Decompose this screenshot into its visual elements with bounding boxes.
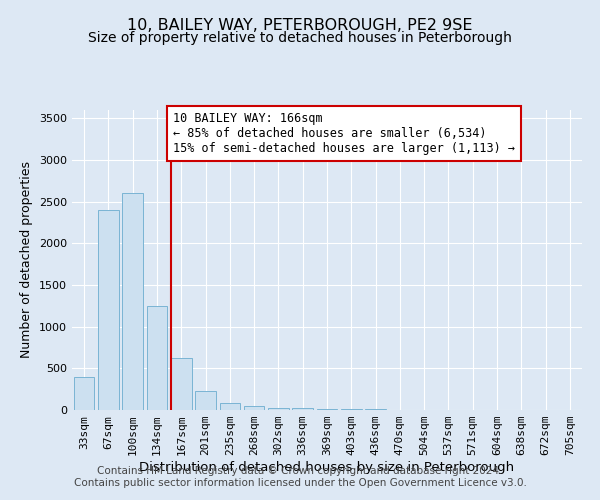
- Bar: [171, 358, 191, 410]
- Bar: [74, 376, 94, 410]
- Bar: [292, 408, 313, 410]
- Text: Size of property relative to detached houses in Peterborough: Size of property relative to detached ho…: [88, 31, 512, 45]
- Bar: [268, 408, 289, 410]
- Bar: [98, 210, 119, 410]
- Bar: [122, 194, 143, 410]
- Text: Contains HM Land Registry data © Crown copyright and database right 2024.
Contai: Contains HM Land Registry data © Crown c…: [74, 466, 526, 487]
- X-axis label: Distribution of detached houses by size in Peterborough: Distribution of detached houses by size …: [139, 461, 515, 474]
- Bar: [195, 391, 216, 410]
- Bar: [220, 402, 240, 410]
- Text: 10 BAILEY WAY: 166sqm
← 85% of detached houses are smaller (6,534)
15% of semi-d: 10 BAILEY WAY: 166sqm ← 85% of detached …: [173, 112, 515, 154]
- Bar: [146, 306, 167, 410]
- Y-axis label: Number of detached properties: Number of detached properties: [20, 162, 34, 358]
- Bar: [341, 409, 362, 410]
- Bar: [317, 409, 337, 410]
- Bar: [244, 406, 265, 410]
- Text: 10, BAILEY WAY, PETERBOROUGH, PE2 9SE: 10, BAILEY WAY, PETERBOROUGH, PE2 9SE: [127, 18, 473, 32]
